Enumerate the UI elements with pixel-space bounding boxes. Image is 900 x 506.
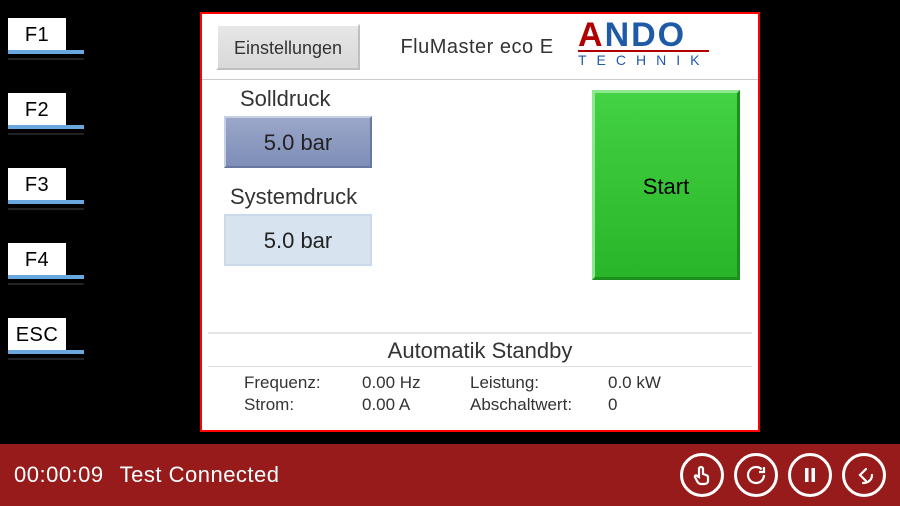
settings-button-label: Einstellungen [234,38,342,58]
status-title: Automatik Standby [208,334,752,367]
fkey-underline [8,50,84,54]
hmi-header: Einstellungen FluMaster eco E ANDO TECHN… [202,14,758,80]
leistung-label: Leistung: [470,373,600,393]
solldruck-label: Solldruck [240,86,330,112]
strom-label: Strom: [244,395,354,415]
pause-button[interactable] [788,453,832,497]
solldruck-value: 5.0 bar [264,130,333,155]
systemdruck-value-display: 5.0 bar [224,214,372,266]
fkey-underline-shadow [8,133,84,135]
status-metrics-grid: Frequenz: 0.00 Hz Leistung: 0.0 kW Strom… [208,367,752,415]
recording-time: 00:00:09 [14,462,104,488]
refresh-button[interactable] [734,453,778,497]
bottom-bar: 00:00:09 Test Connected [0,444,900,506]
fkey-underline [8,350,84,354]
frequenz-value: 0.00 Hz [362,373,462,393]
fkey-esc[interactable]: ESC [8,318,66,353]
fkey-label: ESC [16,324,59,346]
bottom-bar-controls [680,453,886,497]
fkey-f3[interactable]: F3 [8,168,66,203]
systemdruck-label: Systemdruck [230,184,357,210]
fkey-underline-shadow [8,283,84,285]
systemdruck-value: 5.0 bar [264,228,333,253]
frequenz-label: Frequenz: [244,373,354,393]
pause-icon [798,463,822,487]
logo-letter-a: A [578,16,605,54]
hmi-panel: Einstellungen FluMaster eco E ANDO TECHN… [200,12,760,432]
settings-button[interactable]: Einstellungen [216,24,360,70]
fkey-underline [8,275,84,279]
connection-status: Test Connected [120,462,280,488]
brand-logo: ANDO TECHNIK [578,18,748,76]
fkey-underline-shadow [8,358,84,360]
logo-rest: NDO [605,16,687,54]
fkey-f4[interactable]: F4 [8,243,66,278]
fkey-f2[interactable]: F2 [8,93,66,128]
solldruck-value-button[interactable]: 5.0 bar [224,116,372,168]
hand-tap-icon [690,463,714,487]
product-title: FluMaster eco E [382,14,572,80]
fkey-f1[interactable]: F1 [8,18,66,53]
leistung-value: 0.0 kW [608,373,708,393]
abschalt-label: Abschaltwert: [470,395,600,415]
app-root: F1 F2 F3 F4 ESC Einstellungen [0,0,900,506]
fkey-underline-shadow [8,58,84,60]
fkey-underline [8,200,84,204]
hmi-body: Solldruck 5.0 bar Systemdruck 5.0 bar St… [202,80,758,332]
touch-button[interactable] [680,453,724,497]
back-button[interactable] [842,453,886,497]
start-button-label: Start [643,174,689,199]
fkey-label: F4 [25,249,49,271]
fkey-label: F1 [25,24,49,46]
back-arrow-icon [852,463,876,487]
start-button[interactable]: Start [592,90,740,280]
logo-brand: ANDO [578,18,748,52]
fkey-underline-shadow [8,208,84,210]
fkey-label: F3 [25,174,49,196]
fkey-underline [8,125,84,129]
logo-subline: TECHNIK [578,50,709,68]
hmi-status: Automatik Standby Frequenz: 0.00 Hz Leis… [208,332,752,432]
refresh-icon [744,463,768,487]
strom-value: 0.00 A [362,395,462,415]
fkeys-column: F1 F2 F3 F4 ESC [0,0,80,393]
fkey-label: F2 [25,99,49,121]
abschalt-value: 0 [608,395,708,415]
